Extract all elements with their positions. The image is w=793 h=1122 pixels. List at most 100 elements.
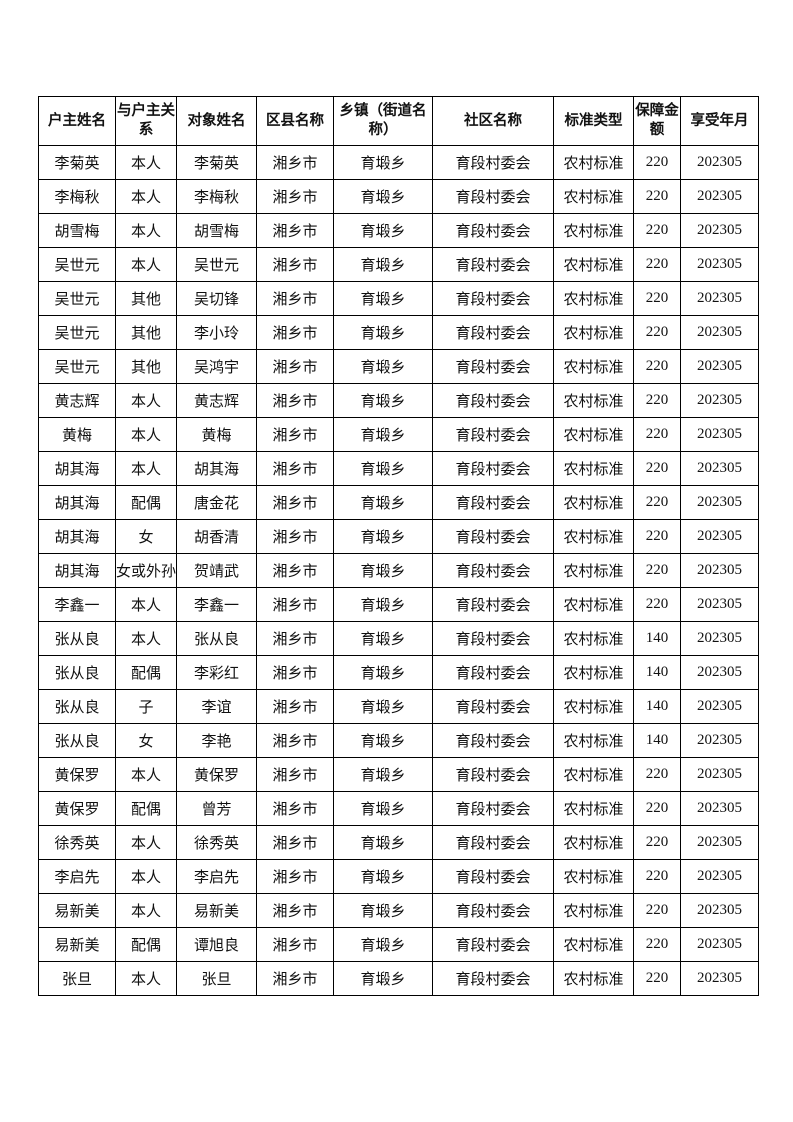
cell-text: 140 bbox=[645, 698, 669, 714]
cell-text: 谭旭良 bbox=[193, 938, 239, 954]
cell-text: 本人 bbox=[130, 972, 161, 988]
cell-text: 农村标准 bbox=[563, 428, 624, 444]
cell-text: 其他 bbox=[130, 360, 161, 376]
cell-text: 李梅秋 bbox=[54, 190, 100, 206]
roster-table: 户主姓名 与户主关系 对象姓名 区县名称 乡镇（街道名称） 社区名称 标准类型 保障金额 享受年… bbox=[38, 96, 759, 996]
cell-text: 李艳 bbox=[201, 734, 232, 750]
cell-text: 本人 bbox=[130, 428, 161, 444]
cell-text: 黄保罗 bbox=[193, 768, 239, 784]
table-cell: 湘乡市 bbox=[256, 349, 334, 384]
cell-text: 湘乡市 bbox=[272, 768, 318, 784]
cell-text: 湘乡市 bbox=[272, 938, 318, 954]
table-cell: 202305 bbox=[680, 757, 759, 792]
table-cell: 农村标准 bbox=[553, 655, 634, 690]
cell-text: 湘乡市 bbox=[272, 496, 318, 512]
cell-text: 育塅乡 bbox=[360, 360, 406, 376]
table-cell: 女 bbox=[115, 723, 177, 758]
table-cell: 育塅乡 bbox=[333, 961, 433, 996]
table-cell: 育段村委会 bbox=[432, 723, 554, 758]
cell-text: 202305 bbox=[697, 358, 742, 374]
cell-text: 220 bbox=[645, 868, 669, 884]
cell-text: 本人 bbox=[130, 394, 161, 410]
table-cell: 湘乡市 bbox=[256, 621, 334, 656]
table-cell: 育段村委会 bbox=[432, 247, 554, 282]
table-cell: 本人 bbox=[115, 961, 177, 996]
table-cell: 胡其海 bbox=[38, 519, 116, 554]
table-cell: 吴世元 bbox=[38, 281, 116, 316]
table-cell: 本人 bbox=[115, 893, 177, 928]
table-cell: 配偶 bbox=[115, 927, 177, 962]
cell-text: 育塅乡 bbox=[360, 836, 406, 852]
table-cell: 140 bbox=[633, 723, 681, 758]
table-row: 吴世元 其他 李小玲 湘乡市 育塅乡 育段村委会 农村标准 220 202305 bbox=[38, 315, 759, 350]
cell-text: 本人 bbox=[130, 224, 161, 240]
table-cell: 农村标准 bbox=[553, 451, 634, 486]
table-cell: 育段村委会 bbox=[432, 519, 554, 554]
cell-text: 曾芳 bbox=[201, 802, 232, 818]
table-cell: 农村标准 bbox=[553, 417, 634, 452]
cell-text: 农村标准 bbox=[563, 530, 624, 546]
cell-text: 育段村委会 bbox=[455, 768, 531, 784]
table-row: 张从良 本人 张从良 湘乡市 育塅乡 育段村委会 农村标准 140 202305 bbox=[38, 621, 759, 656]
cell-text: 202305 bbox=[697, 902, 742, 918]
cell-text: 202305 bbox=[697, 426, 742, 442]
table-cell: 湘乡市 bbox=[256, 519, 334, 554]
table-cell: 育塅乡 bbox=[333, 247, 433, 282]
table-cell: 农村标准 bbox=[553, 519, 634, 554]
table-cell: 220 bbox=[633, 179, 681, 214]
header-cell: 区县名称 bbox=[256, 96, 334, 146]
table-cell: 本人 bbox=[115, 247, 177, 282]
table-cell: 张从良 bbox=[38, 689, 116, 724]
table-cell: 220 bbox=[633, 519, 681, 554]
table-cell: 育塅乡 bbox=[333, 179, 433, 214]
table-cell: 农村标准 bbox=[553, 485, 634, 520]
table-cell: 农村标准 bbox=[553, 961, 634, 996]
cell-text: 贺靖武 bbox=[193, 564, 239, 580]
table-cell: 农村标准 bbox=[553, 349, 634, 384]
table-cell: 曾芳 bbox=[176, 791, 257, 826]
table-cell: 本人 bbox=[115, 145, 177, 180]
table-cell: 育塅乡 bbox=[333, 349, 433, 384]
cell-text: 李鑫一 bbox=[54, 598, 100, 614]
table-cell: 唐金花 bbox=[176, 485, 257, 520]
header-cell: 保障金额 bbox=[633, 96, 681, 146]
table-cell: 220 bbox=[633, 553, 681, 588]
cell-text: 202305 bbox=[697, 596, 742, 612]
cell-text: 湘乡市 bbox=[272, 462, 318, 478]
cell-text: 育塅乡 bbox=[360, 666, 406, 682]
cell-text: 育段村委会 bbox=[455, 564, 531, 580]
cell-text: 农村标准 bbox=[563, 598, 624, 614]
table-cell: 202305 bbox=[680, 723, 759, 758]
table-cell: 220 bbox=[633, 145, 681, 180]
table-cell: 220 bbox=[633, 247, 681, 282]
cell-text: 202305 bbox=[697, 766, 742, 782]
cell-text: 湘乡市 bbox=[272, 258, 318, 274]
table-cell: 育塅乡 bbox=[333, 451, 433, 486]
cell-text: 202305 bbox=[697, 562, 742, 578]
table-cell: 育段村委会 bbox=[432, 791, 554, 826]
table-cell: 李谊 bbox=[176, 689, 257, 724]
cell-text: 育塅乡 bbox=[360, 972, 406, 988]
table-cell: 202305 bbox=[680, 825, 759, 860]
table-cell: 育塅乡 bbox=[333, 621, 433, 656]
cell-text: 育塅乡 bbox=[360, 156, 406, 172]
table-cell: 育塅乡 bbox=[333, 315, 433, 350]
table-cell: 育塅乡 bbox=[333, 417, 433, 452]
cell-text: 湘乡市 bbox=[272, 904, 318, 920]
table-row: 张从良 配偶 李彩红 湘乡市 育塅乡 育段村委会 农村标准 140 202305 bbox=[38, 655, 759, 690]
cell-text: 农村标准 bbox=[563, 768, 624, 784]
table-cell: 易新美 bbox=[176, 893, 257, 928]
cell-text: 配偶 bbox=[130, 496, 161, 512]
table-cell: 本人 bbox=[115, 587, 177, 622]
cell-text: 胡雪梅 bbox=[54, 224, 100, 240]
cell-text: 农村标准 bbox=[563, 496, 624, 512]
cell-text: 农村标准 bbox=[563, 258, 624, 274]
table-cell: 湘乡市 bbox=[256, 791, 334, 826]
table-cell: 202305 bbox=[680, 213, 759, 248]
table-cell: 202305 bbox=[680, 689, 759, 724]
table-cell: 湘乡市 bbox=[256, 213, 334, 248]
table-cell: 李启先 bbox=[38, 859, 116, 894]
cell-text: 220 bbox=[645, 154, 669, 170]
cell-text: 育段村委会 bbox=[455, 904, 531, 920]
cell-text: 育塅乡 bbox=[360, 700, 406, 716]
